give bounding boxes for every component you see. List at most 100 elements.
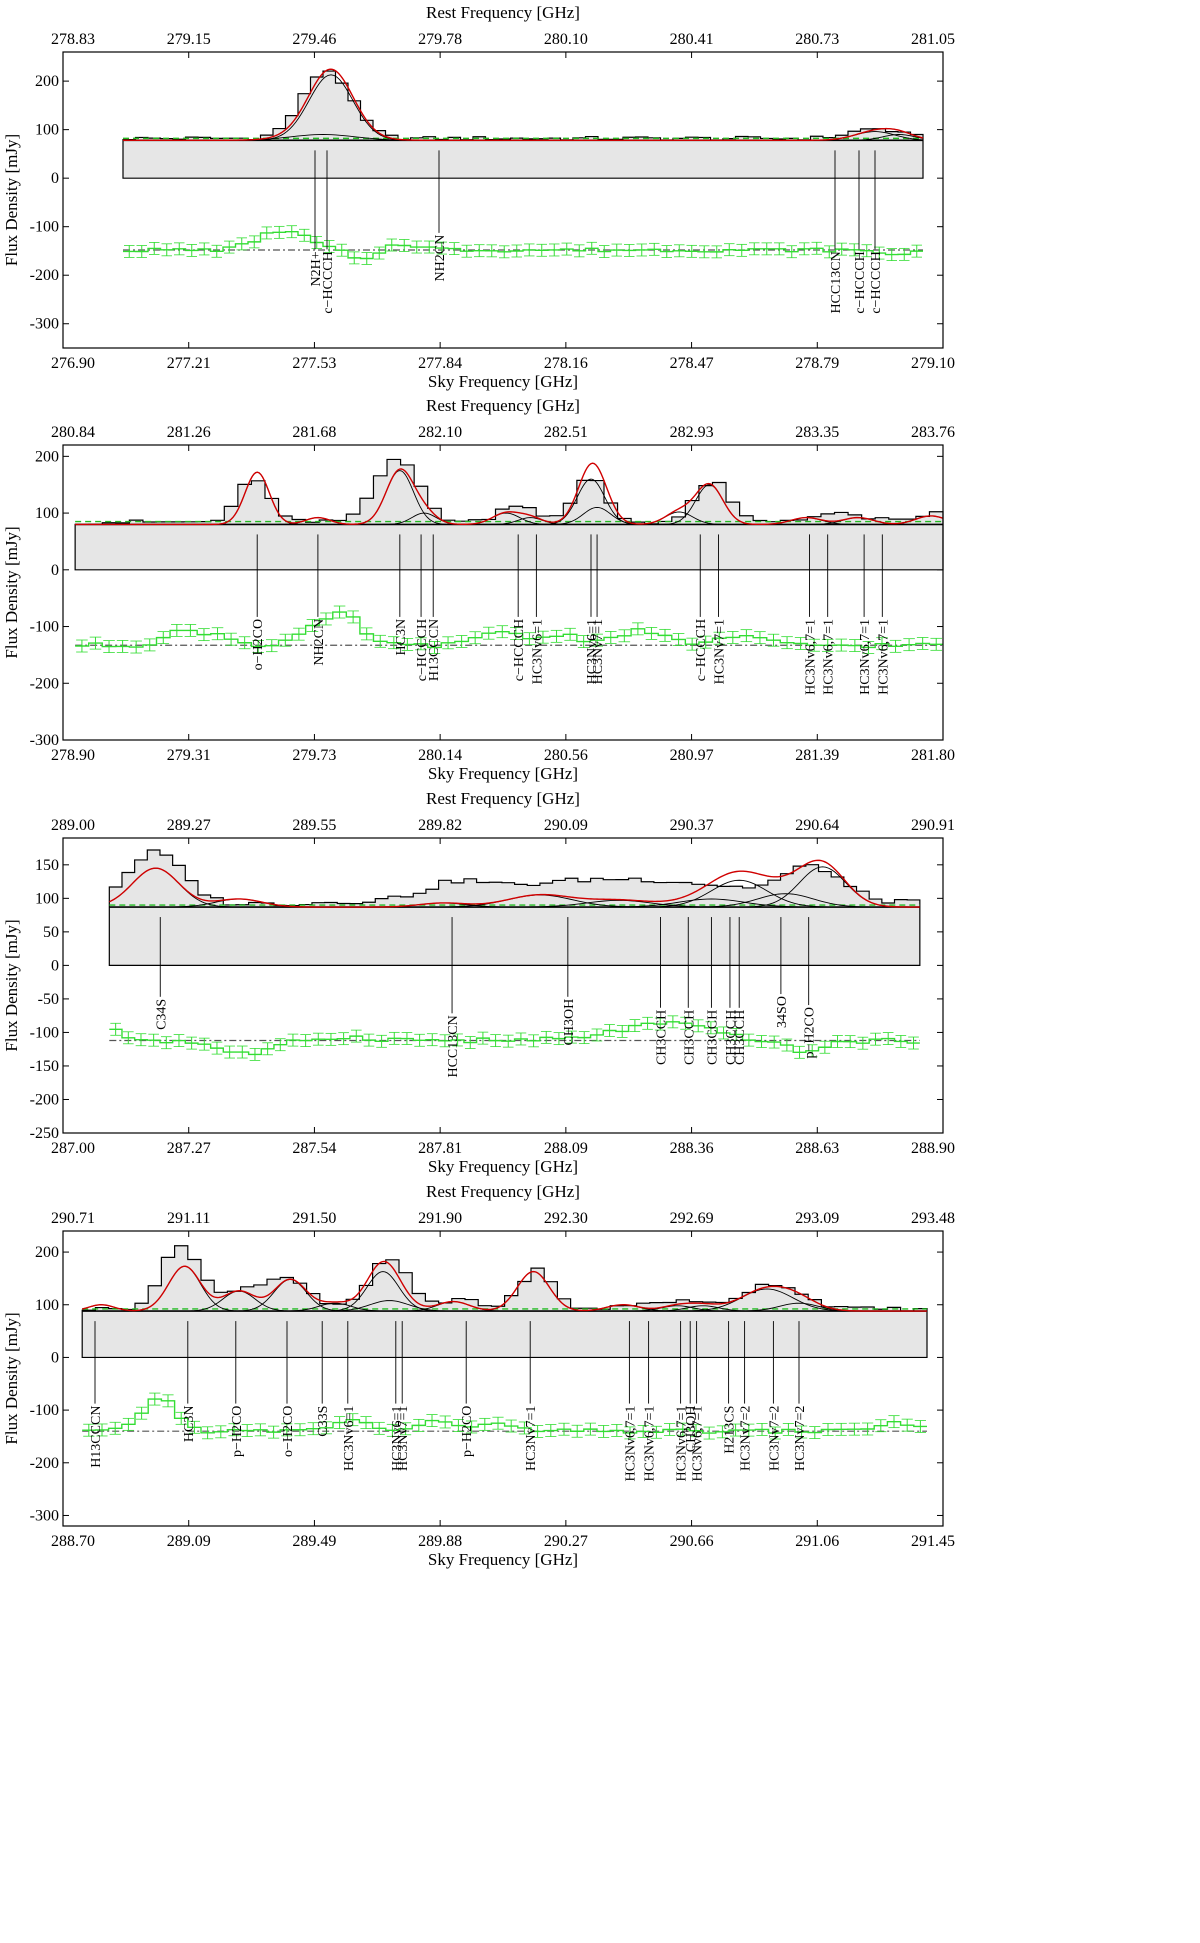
y-axis-title: Flux Density [mJy] [2,134,21,266]
rest-frequency-tick-label: 290.64 [795,817,839,834]
line-id-label: CH3CCH [682,1010,697,1065]
rest-frequency-tick-label: 283.76 [911,424,955,441]
rest-frequency-tick-label: 289.82 [418,817,462,834]
observed-spectrum-histogram [81,1245,928,1359]
y-tick-label: -300 [30,732,59,749]
rest-frequency-tick-label: 290.71 [51,1210,95,1227]
rest-frequency-tick-label: 291.50 [292,1210,336,1227]
y-tick-label: -100 [30,219,59,236]
line-id-label: 34SO [775,996,790,1028]
y-tick-label: -100 [30,619,59,636]
sky-frequency-tick-label: 277.84 [418,355,462,372]
rest-frequency-tick-label: 289.27 [167,817,211,834]
line-id-label: HC3Nv6,7=1 [822,619,837,695]
sky-frequency-tick-label: 278.79 [795,355,839,372]
rest-frequency-tick-label: 282.93 [670,424,714,441]
y-tick-label: -300 [30,316,59,333]
rest-frequency-tick-label: 280.73 [795,31,839,48]
sky-frequency-tick-label: 288.90 [911,1140,955,1157]
sky-frequency-tick-label: 281.80 [911,747,955,764]
sky-frequency-tick-label: 280.56 [544,747,588,764]
line-id-label: HCC13CN [446,1015,461,1077]
rest-frequency-tick-label: 283.35 [795,424,839,441]
y-tick-label: 0 [51,957,59,974]
line-id-label: HC3Nv7=2 [767,1406,782,1471]
sky-frequency-tick-label: 279.10 [911,355,955,372]
sky-frequency-tick-label: 289.09 [167,1533,211,1550]
sky-frequency-tick-label: 288.70 [51,1533,95,1550]
total-model-line [82,1260,927,1312]
sky-frequency-tick-label: 278.16 [544,355,588,372]
line-id-label: p−H2CO [803,1007,818,1058]
line-id-label: CH3CCH [705,1010,720,1065]
bottom-axis-title: Sky Frequency [GHz] [428,1157,578,1176]
sky-frequency-tick-label: 287.27 [167,1140,211,1157]
line-id-label: HC3Nv6,7=1 [858,619,873,695]
model-component-line [674,893,897,908]
sky-frequency-tick-label: 279.31 [167,747,211,764]
sky-frequency-tick-label: 287.00 [51,1140,95,1157]
sky-frequency-tick-label: 277.53 [292,355,336,372]
rest-frequency-tick-label: 293.09 [795,1210,839,1227]
sky-frequency-tick-label: 291.06 [795,1533,839,1550]
y-axis-title: Flux Density [mJy] [2,526,21,658]
sky-frequency-tick-label: 288.36 [670,1140,714,1157]
y-axis-title: Flux Density [mJy] [2,1312,21,1444]
sky-frequency-tick-label: 289.49 [292,1533,336,1550]
line-id-label: HC3Nv7=1 [524,1406,539,1471]
y-tick-label: 0 [51,170,59,187]
plot-frame [62,1230,944,1527]
rest-frequency-tick-label: 281.05 [911,31,955,48]
observed-spectrum-histogram [122,70,924,179]
sky-frequency-tick-label: 279.73 [292,747,336,764]
line-id-label: o−H2CO [281,1406,296,1457]
line-id-label: CH3CCH [654,1010,669,1065]
bottom-axis-title: Sky Frequency [GHz] [428,764,578,783]
rest-frequency-tick-label: 290.91 [911,817,955,834]
model-component-line [834,134,924,141]
rest-frequency-tick-label: 281.68 [292,424,336,441]
model-component-line [628,879,851,908]
sky-frequency-tick-label: 287.81 [418,1140,462,1157]
spectrum-panel-2: Rest Frequency [GHz] Sky Frequency [GHz] F… [2,396,955,783]
y-tick-label: -50 [38,991,59,1008]
sky-frequency-tick-label: 278.47 [670,355,714,372]
sky-frequency-tick-label: 287.54 [292,1140,336,1157]
plot-frame [62,51,944,349]
rest-frequency-tick-label: 280.10 [544,31,588,48]
y-tick-label: -200 [30,267,59,284]
top-axis-title: Rest Frequency [GHz] [426,396,580,415]
y-tick-label: -200 [30,675,59,692]
line-id-label: o−H2CO [251,619,266,670]
rest-frequency-tick-label: 290.09 [544,817,588,834]
top-axis-title: Rest Frequency [GHz] [426,789,580,808]
y-tick-label: 50 [43,924,59,941]
line-id-label: HC3N [394,619,409,656]
sky-frequency-tick-label: 288.63 [795,1140,839,1157]
line-id-label: H13CCCN [89,1406,104,1468]
bottom-axis-title: Sky Frequency [GHz] [428,372,578,391]
sky-frequency-tick-label: 291.45 [911,1533,955,1550]
line-id-label: HC3Nv6=1 [342,1406,357,1471]
y-tick-label: -300 [30,1507,59,1524]
residual-spectrum [82,1398,927,1434]
line-id-label: c−HCCCH [694,619,709,681]
line-id-label: H13CCCN [427,619,442,681]
model-component-line [481,517,579,525]
sky-frequency-tick-label: 289.88 [418,1533,462,1550]
y-tick-label: 200 [35,448,59,465]
y-tick-label: 100 [35,890,59,907]
top-axis-title: Rest Frequency [GHz] [426,1182,580,1201]
sky-frequency-tick-label: 278.90 [51,747,95,764]
residual-spectrum [123,231,923,260]
rest-frequency-tick-label: 281.26 [167,424,211,441]
rest-frequency-tick-label: 293.48 [911,1210,955,1227]
line-id-label: H213CS [723,1406,738,1454]
bottom-axis-title: Sky Frequency [GHz] [428,1550,578,1569]
model-component-line [664,1288,870,1312]
y-tick-label: 100 [35,1297,59,1314]
sky-frequency-tick-label: 280.97 [670,747,714,764]
rest-frequency-tick-label: 279.46 [292,31,336,48]
line-id-label: CH3OH [684,1406,699,1453]
line-id-label: HC3Nv7=2 [793,1406,808,1471]
